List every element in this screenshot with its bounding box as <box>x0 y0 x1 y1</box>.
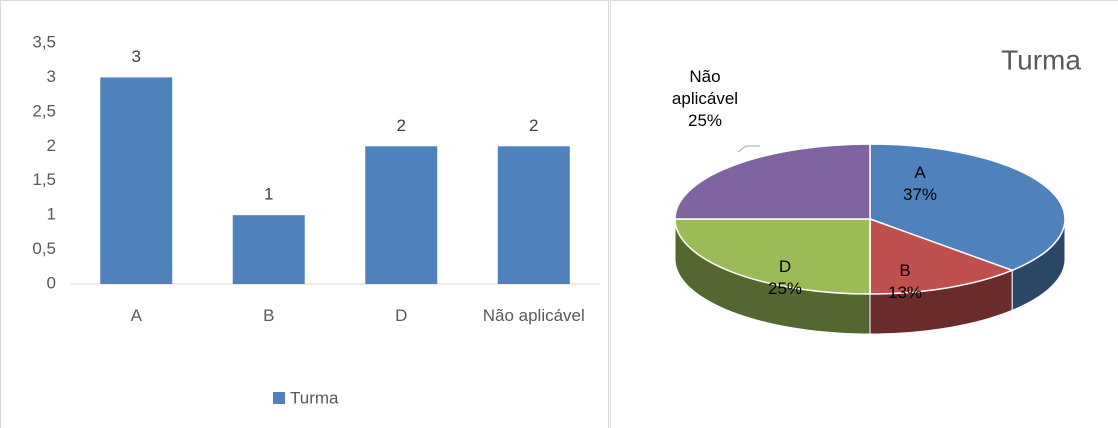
bar <box>232 215 305 284</box>
pie-slice <box>869 217 1015 295</box>
chart-border <box>610 0 1118 428</box>
legend-label: Turma <box>290 388 339 407</box>
pie-slice <box>869 143 1066 272</box>
x-tick-label: Não aplicável <box>482 306 585 325</box>
slice-category: Não aplicável <box>671 67 739 108</box>
slice-percent: 25% <box>767 279 803 298</box>
data-label: 2 <box>529 116 538 135</box>
data-label: 2 <box>397 116 406 135</box>
leader-line <box>737 145 760 153</box>
y-tick-label: 0,5 <box>32 239 56 258</box>
chart-title: Turma <box>1001 44 1081 75</box>
y-tick-label: 2 <box>47 136 56 155</box>
slice-percent: 25% <box>687 111 723 130</box>
y-tick-label: 3 <box>47 67 56 86</box>
data-label: A 37% <box>870 162 970 206</box>
bar <box>365 146 438 284</box>
slice-percent: 37% <box>902 185 938 204</box>
slice-category: B <box>899 261 911 280</box>
data-label: 1 <box>264 185 273 204</box>
y-tick-label: 1,5 <box>32 170 56 189</box>
slice-percent: 13% <box>887 283 923 302</box>
slice-category: D <box>778 257 792 276</box>
bar <box>497 146 570 284</box>
y-tick-label: 1 <box>47 205 56 224</box>
pie-slice <box>674 218 871 295</box>
y-tick-label: 2,5 <box>32 101 56 120</box>
bar <box>100 77 173 284</box>
legend-swatch <box>273 392 285 404</box>
y-tick-label: 0 <box>47 273 56 292</box>
data-label: 3 <box>132 47 141 66</box>
data-label: D 25% <box>735 256 835 300</box>
chart-border <box>0 0 609 428</box>
pie-slice <box>674 143 871 220</box>
x-tick-label: B <box>263 306 275 325</box>
y-tick-label: 3,5 <box>32 32 56 51</box>
data-label: Não aplicável 25% <box>665 66 745 132</box>
data-label: B 13% <box>855 260 955 304</box>
x-tick-label: D <box>395 306 408 325</box>
x-tick-label: A <box>130 306 142 325</box>
slice-category: A <box>914 163 926 182</box>
